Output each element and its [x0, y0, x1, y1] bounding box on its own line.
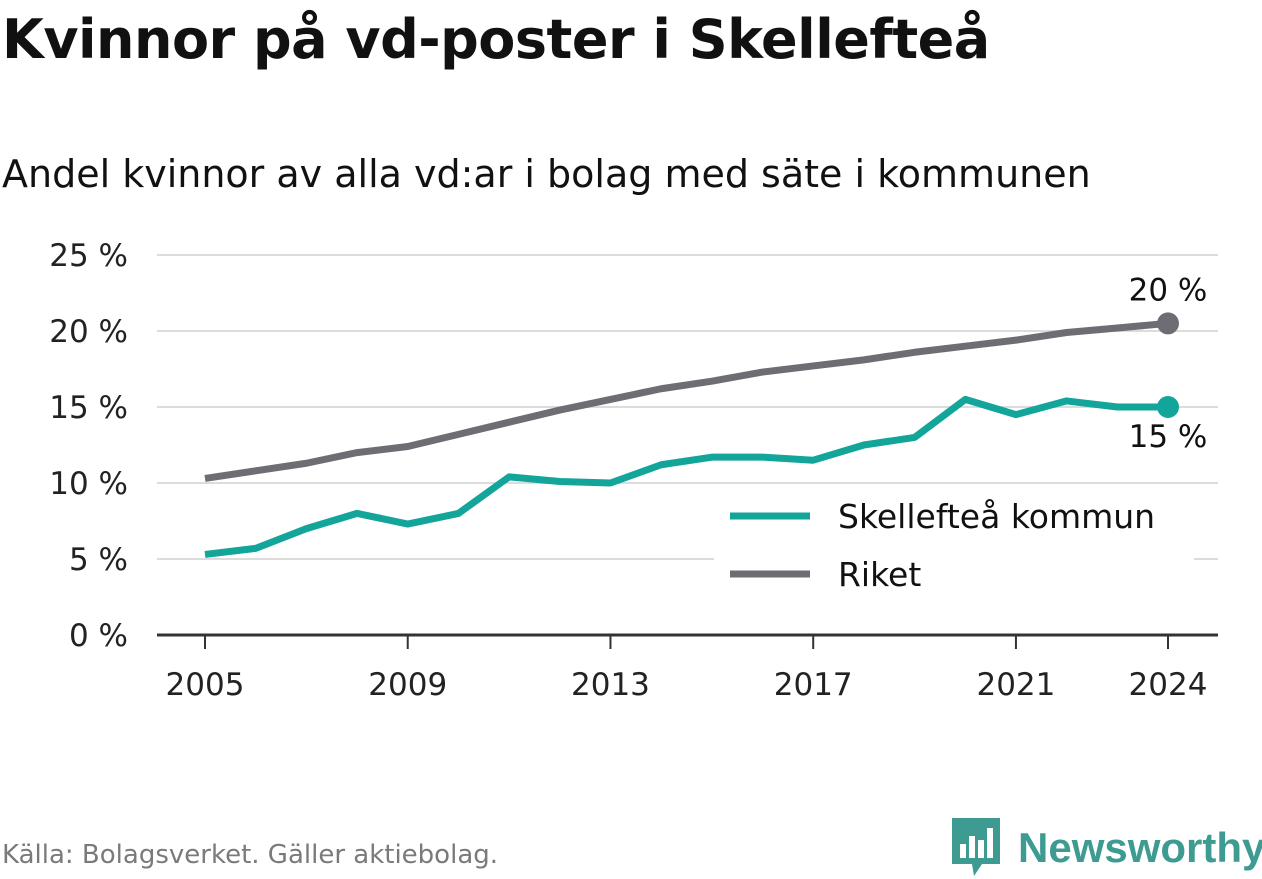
y-tick-label: 5 %: [69, 542, 128, 578]
chart-subtitle: Andel kvinnor av alla vd:ar i bolag med …: [2, 152, 1091, 196]
x-axis-ticks: 2005 2009 2013 2017 2021 2024: [166, 635, 1208, 703]
x-tick-label: 2005: [166, 667, 245, 703]
source-note: Källa: Bolagsverket. Gäller aktiebolag.: [2, 840, 499, 870]
x-tick-label: 2013: [571, 667, 650, 703]
newsworthy-logo-icon: [952, 818, 1000, 876]
legend-label: Skellefteå kommun: [838, 497, 1155, 536]
brand-logo: Newsworthy: [952, 818, 1262, 878]
chart-title: Kvinnor på vd-poster i Skellefteå: [2, 8, 990, 71]
series-lines: 20 % 15 %: [204, 272, 1208, 558]
brand-name: Newsworthy: [1018, 824, 1262, 871]
series-line: [204, 395, 1168, 558]
y-axis-ticks: 0 % 5 % 10 % 15 % 20 % 25 %: [49, 238, 128, 654]
legend: Skellefteå kommun Riket: [714, 490, 1194, 602]
x-tick-label: 2021: [976, 667, 1055, 703]
x-tick-label: 2017: [774, 667, 853, 703]
series-line: [204, 319, 1169, 482]
y-tick-label: 25 %: [49, 238, 128, 274]
x-tick-label: 2024: [1129, 667, 1208, 703]
y-tick-label: 20 %: [49, 314, 128, 350]
y-tick-label: 15 %: [49, 390, 128, 426]
x-tick-label: 2009: [368, 667, 447, 703]
legend-label: Riket: [838, 555, 921, 594]
end-value-label: 20 %: [1129, 272, 1208, 308]
series-end-point: [1157, 396, 1179, 418]
series-end-point: [1157, 312, 1179, 335]
y-tick-label: 10 %: [49, 466, 128, 502]
end-value-label: 15 %: [1129, 419, 1208, 455]
y-tick-label: 0 %: [69, 618, 128, 654]
legend-background: [714, 490, 1194, 602]
